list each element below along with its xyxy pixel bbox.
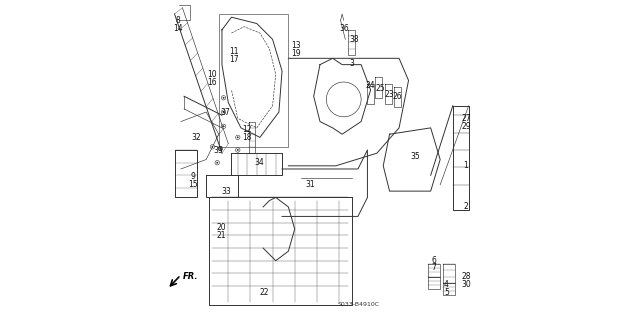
Circle shape	[220, 147, 221, 149]
Circle shape	[237, 149, 239, 151]
Circle shape	[212, 146, 213, 148]
Text: 33: 33	[222, 187, 232, 196]
Text: 4: 4	[444, 280, 449, 289]
Text: 19: 19	[291, 49, 301, 58]
Bar	[219, 14, 289, 147]
Text: 16: 16	[207, 78, 217, 86]
Text: S033-B4910C: S033-B4910C	[337, 302, 380, 308]
Text: 13: 13	[291, 41, 301, 50]
Text: 1: 1	[463, 161, 468, 170]
Text: 30: 30	[461, 280, 471, 289]
Text: 3: 3	[349, 59, 354, 68]
Text: 26: 26	[393, 92, 403, 101]
Text: 18: 18	[242, 133, 252, 142]
Text: 5: 5	[444, 288, 449, 297]
Text: 11: 11	[229, 48, 239, 56]
Text: 32: 32	[191, 133, 200, 142]
Text: 21: 21	[216, 231, 226, 240]
Text: 28: 28	[461, 272, 471, 281]
Text: 7: 7	[431, 263, 436, 271]
Text: 2: 2	[463, 203, 468, 211]
Text: 25: 25	[375, 84, 385, 93]
Text: 39: 39	[213, 145, 223, 154]
Text: 24: 24	[365, 81, 375, 90]
Text: 23: 23	[385, 90, 394, 99]
Text: 22: 22	[259, 288, 269, 297]
Text: 36: 36	[340, 24, 349, 33]
Text: 20: 20	[216, 223, 226, 232]
Text: 10: 10	[207, 70, 217, 78]
Text: 8: 8	[176, 16, 180, 25]
Text: 17: 17	[229, 56, 239, 64]
Text: 14: 14	[173, 24, 183, 33]
Text: 12: 12	[242, 125, 252, 134]
Text: 6: 6	[431, 256, 436, 265]
Circle shape	[237, 137, 239, 138]
Circle shape	[216, 162, 218, 164]
Text: 9: 9	[190, 172, 195, 182]
Text: 34: 34	[255, 158, 264, 167]
Text: FR.: FR.	[183, 272, 198, 281]
Text: 15: 15	[188, 180, 197, 189]
Text: 31: 31	[305, 180, 315, 189]
Text: 38: 38	[349, 35, 359, 44]
Circle shape	[223, 97, 225, 99]
Circle shape	[223, 125, 225, 127]
Text: 35: 35	[410, 152, 420, 161]
Circle shape	[223, 111, 225, 113]
Text: 29: 29	[461, 122, 471, 131]
Text: 27: 27	[461, 114, 471, 123]
Text: 37: 37	[220, 108, 230, 116]
